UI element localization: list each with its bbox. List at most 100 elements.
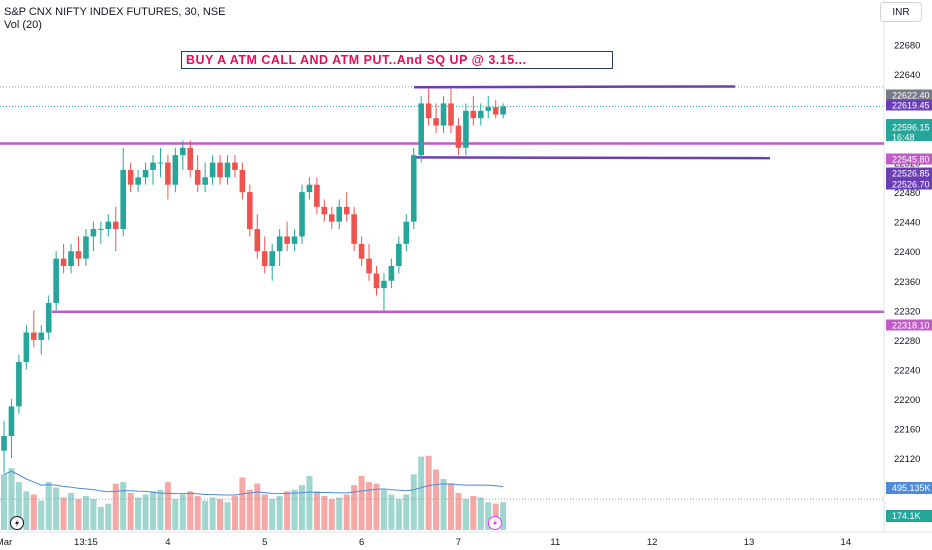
- candle: [105, 214, 112, 237]
- candle: [276, 229, 283, 266]
- x-tick-label: 7: [456, 537, 461, 548]
- trade-note-annotation[interactable]: BUY A ATM CALL AND ATM PUT..And SQ UP @ …: [181, 51, 613, 69]
- y-tick-label: 22200: [894, 395, 920, 406]
- y-tick-label: 22360: [894, 277, 920, 288]
- x-tick-label: 13:15: [74, 537, 98, 548]
- candle-body: [373, 273, 380, 289]
- candle-body: [254, 229, 261, 252]
- trendline: [413, 85, 736, 89]
- volume-bar: [127, 492, 134, 530]
- volume-bar: [351, 485, 358, 530]
- trendline: [413, 156, 771, 160]
- candle-body: [90, 229, 97, 237]
- y-tick-label: 22640: [894, 70, 920, 81]
- candle: [247, 184, 253, 237]
- candle: [299, 184, 305, 244]
- candle-body: [381, 280, 387, 289]
- x-tick-label: 14: [841, 537, 852, 548]
- candle: [60, 243, 67, 274]
- candle-body: [455, 125, 462, 148]
- candle: [410, 147, 417, 230]
- candle-body: [180, 147, 186, 156]
- volume-bar: [179, 494, 186, 530]
- candle: [38, 325, 45, 355]
- candle-body: [366, 258, 372, 274]
- candle-body: [336, 206, 343, 222]
- candle: [396, 236, 402, 274]
- candle-body: [396, 243, 402, 266]
- candle: [68, 243, 74, 274]
- candle-body: [470, 110, 477, 119]
- candle: [202, 162, 208, 193]
- price-tag-label: 22596.15: [892, 123, 930, 133]
- volume-bar: [477, 497, 484, 530]
- candle-body: [343, 206, 350, 215]
- volume-bar: [321, 496, 328, 530]
- volume-bar: [433, 469, 440, 530]
- y-tick-label: 22680: [894, 40, 920, 51]
- candle-body: [284, 236, 290, 244]
- volume-bar: [246, 489, 253, 530]
- volume-bar: [500, 502, 507, 530]
- candle: [75, 236, 82, 266]
- volume-bar: [276, 496, 283, 530]
- candle-body: [239, 169, 246, 193]
- candle-body: [98, 229, 104, 231]
- candle: [120, 147, 126, 237]
- volume-bar: [142, 494, 149, 530]
- volume-bar: [202, 500, 209, 530]
- candle-body: [172, 155, 179, 185]
- candle: [232, 155, 238, 178]
- x-tick-label: 4: [165, 537, 170, 548]
- candle: [351, 206, 357, 252]
- candle: [239, 162, 246, 200]
- candle-body: [23, 332, 30, 363]
- price-tag-label: 22526.85: [892, 169, 930, 179]
- candle: [31, 310, 37, 348]
- candle: [45, 295, 52, 340]
- candle-body: [440, 103, 447, 126]
- volume-bar: [269, 499, 276, 530]
- candle: [373, 266, 380, 296]
- candle-body: [31, 332, 37, 340]
- volume-bar: [291, 489, 298, 530]
- volume-ma-tag-label: 495.135K: [892, 483, 931, 493]
- volume-bar: [224, 502, 231, 530]
- candle-body: [261, 251, 268, 266]
- candle-body: [291, 236, 298, 244]
- candle: [16, 354, 22, 414]
- candle-body: [217, 162, 223, 178]
- candle: [440, 96, 447, 133]
- candle-body: [209, 162, 216, 178]
- candle-body: [45, 302, 52, 333]
- y-tick-label: 22480: [894, 188, 920, 199]
- candle-body: [75, 251, 82, 259]
- candle: [329, 206, 335, 230]
- volume-bar: [8, 468, 15, 530]
- candle: [321, 199, 328, 222]
- candle: [150, 155, 156, 185]
- candle: [284, 221, 290, 252]
- candle: [209, 155, 216, 185]
- x-tick-label: 12: [647, 537, 658, 548]
- volume-bar: [194, 496, 201, 530]
- volume-bar: [239, 477, 246, 530]
- candle-body: [135, 177, 141, 185]
- volume-bar: [328, 499, 335, 530]
- candle-body: [269, 251, 275, 266]
- currency-selector[interactable]: INR: [880, 2, 922, 22]
- volume-bar: [366, 482, 373, 530]
- y-tick-label: 22120: [894, 454, 920, 465]
- candle-body: [38, 332, 45, 340]
- candle-body: [68, 251, 74, 266]
- price-tag: [886, 119, 932, 141]
- volume-bar: [403, 494, 410, 530]
- volume-bar: [336, 497, 343, 530]
- candle: [53, 251, 59, 311]
- volume-bar: [380, 489, 387, 530]
- candle: [425, 88, 432, 126]
- x-tick-label: 11: [550, 537, 560, 548]
- volume-bar: [38, 500, 45, 530]
- candle: [463, 103, 469, 156]
